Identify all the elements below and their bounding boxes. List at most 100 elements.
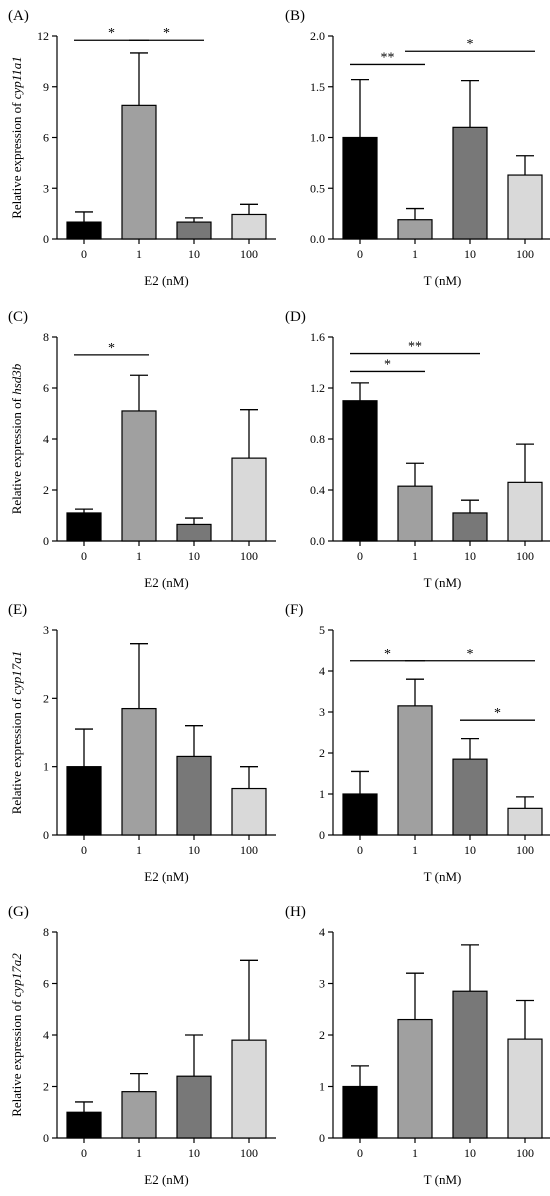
chart-panel-2: (C) 0 2 4 6 8 0 1 10 100 E2 (nM) Relative expressio… bbox=[8, 309, 276, 590]
x-tick-label: 10 bbox=[188, 247, 200, 261]
bar bbox=[342, 400, 378, 542]
y-tick-label: 0.8 bbox=[310, 432, 325, 446]
x-tick-label: 10 bbox=[464, 549, 476, 563]
chart-panel-6: (G) 0 2 4 6 8 0 1 10 100 E2 (nM) Relative expressio… bbox=[8, 904, 276, 1187]
y-tick-label: 2 bbox=[43, 691, 49, 705]
bar bbox=[66, 512, 102, 542]
significance-label: * bbox=[108, 26, 115, 41]
y-tick-label: 0 bbox=[43, 534, 49, 548]
panel-label: (C) bbox=[8, 309, 28, 325]
x-tick-label: 0 bbox=[81, 843, 87, 857]
y-tick-label: 1.6 bbox=[310, 330, 325, 344]
y-tick-label: 1 bbox=[319, 787, 325, 801]
y-axis-label: Relative expression of hsd3b bbox=[9, 363, 24, 514]
x-tick-label: 0 bbox=[357, 1146, 363, 1160]
bar bbox=[66, 221, 102, 240]
x-axis-label: T (nM) bbox=[424, 273, 462, 288]
bar bbox=[342, 793, 378, 836]
y-tick-label: 4 bbox=[43, 1028, 49, 1042]
y-axis-label-gene: cyp17a1 bbox=[9, 651, 24, 695]
panel-label: (F) bbox=[285, 602, 303, 618]
y-tick-label: 1 bbox=[319, 1080, 325, 1094]
bar bbox=[397, 705, 433, 836]
y-tick-label: 1.2 bbox=[310, 381, 325, 395]
y-tick-label: 2 bbox=[319, 746, 325, 760]
bar bbox=[121, 410, 157, 542]
y-tick-label: 2 bbox=[43, 483, 49, 497]
panel-label: (A) bbox=[8, 8, 29, 24]
bar bbox=[176, 755, 212, 836]
chart-panel-5: (F) 0 1 2 3 4 5 0 1 10 100 T (nM) * * * bbox=[285, 602, 550, 884]
y-tick-label: 9 bbox=[43, 80, 49, 94]
x-tick-label: 0 bbox=[357, 843, 363, 857]
y-axis-label: Relative expression of cyp11a1 bbox=[9, 56, 24, 219]
y-axis-label-prefix: Relative expression of bbox=[9, 997, 24, 1117]
bar bbox=[176, 221, 212, 240]
y-tick-label: 3 bbox=[43, 181, 49, 195]
x-tick-label: 100 bbox=[516, 843, 534, 857]
y-tick-label: 1.0 bbox=[310, 131, 325, 145]
significance-label: ** bbox=[381, 50, 395, 65]
bar bbox=[507, 174, 543, 240]
x-axis-label: T (nM) bbox=[424, 869, 462, 884]
chart-panel-4: (E) 0 1 2 3 0 1 10 100 E2 (nM) Relative expression… bbox=[8, 602, 276, 884]
panel-label: (H) bbox=[285, 904, 306, 920]
y-tick-label: 0.5 bbox=[310, 181, 325, 195]
x-tick-label: 1 bbox=[136, 1146, 142, 1160]
bar bbox=[507, 1038, 543, 1139]
panel-label: (D) bbox=[285, 309, 306, 325]
bar bbox=[397, 219, 433, 240]
bar bbox=[507, 481, 543, 542]
significance-label: ** bbox=[408, 340, 422, 355]
x-tick-label: 100 bbox=[240, 843, 258, 857]
bar bbox=[397, 1018, 433, 1139]
bar bbox=[121, 1091, 157, 1139]
y-tick-label: 6 bbox=[43, 381, 49, 395]
x-axis-label: T (nM) bbox=[424, 1172, 462, 1187]
bar bbox=[452, 990, 488, 1139]
y-axis-label: Relative expression of cyp17a2 bbox=[9, 953, 24, 1117]
y-axis-label-prefix: Relative expression of bbox=[9, 395, 24, 515]
x-tick-label: 100 bbox=[240, 1146, 258, 1160]
significance-label: * bbox=[467, 37, 474, 52]
bar bbox=[452, 512, 488, 542]
x-tick-label: 100 bbox=[240, 549, 258, 563]
y-tick-label: 2.0 bbox=[310, 29, 325, 43]
y-axis-label-gene: hsd3b bbox=[9, 363, 24, 395]
x-tick-label: 10 bbox=[188, 843, 200, 857]
bar bbox=[66, 1111, 102, 1139]
x-tick-label: 100 bbox=[240, 247, 258, 261]
bar bbox=[176, 523, 212, 542]
y-tick-label: 0.0 bbox=[310, 232, 325, 246]
x-tick-label: 1 bbox=[412, 1146, 418, 1160]
y-tick-label: 3 bbox=[319, 705, 325, 719]
y-tick-label: 1.5 bbox=[310, 80, 325, 94]
significance-label: * bbox=[494, 706, 501, 721]
panel-label: (G) bbox=[8, 904, 29, 920]
bar bbox=[121, 104, 157, 240]
y-axis-label-gene: cyp11a1 bbox=[9, 56, 24, 99]
y-axis-label-gene: cyp17a2 bbox=[9, 953, 24, 998]
x-tick-label: 1 bbox=[136, 549, 142, 563]
significance-label: * bbox=[384, 647, 391, 662]
x-tick-label: 0 bbox=[81, 1146, 87, 1160]
bar bbox=[231, 213, 267, 240]
y-tick-label: 5 bbox=[319, 623, 325, 637]
y-tick-label: 0.0 bbox=[310, 534, 325, 548]
x-tick-label: 10 bbox=[464, 1146, 476, 1160]
bar bbox=[66, 766, 102, 836]
y-tick-label: 4 bbox=[319, 925, 325, 939]
x-tick-label: 100 bbox=[516, 1146, 534, 1160]
chart-panel-7: (H) 0 1 2 3 4 0 1 10 100 T (nM) bbox=[285, 904, 550, 1187]
bar bbox=[507, 807, 543, 836]
bar bbox=[176, 1075, 212, 1139]
bar bbox=[452, 126, 488, 240]
x-tick-label: 1 bbox=[412, 549, 418, 563]
y-tick-label: 0 bbox=[43, 1131, 49, 1145]
x-axis-label: T (nM) bbox=[424, 575, 462, 590]
bar bbox=[231, 787, 267, 836]
y-tick-label: 1 bbox=[43, 760, 49, 774]
bar bbox=[452, 758, 488, 836]
x-tick-label: 0 bbox=[81, 247, 87, 261]
